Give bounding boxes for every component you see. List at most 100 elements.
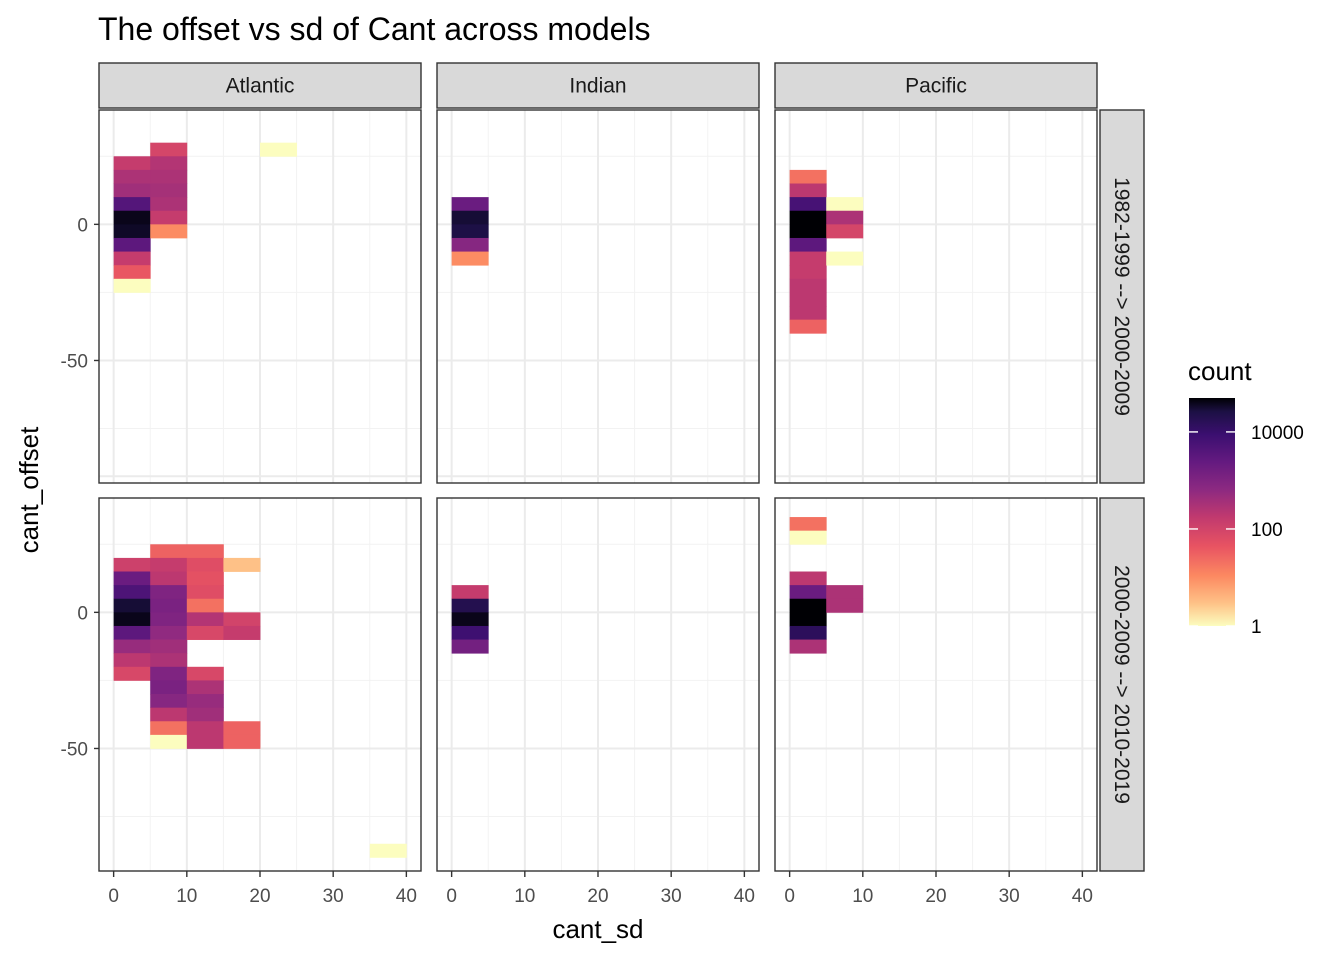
bins-atlantic-row-2 (113, 544, 407, 858)
heatmap-bin (451, 197, 489, 212)
x-tick-label: 10 (852, 886, 873, 907)
strip-indian (436, 62, 760, 109)
heatmap-bin (789, 598, 827, 613)
x-tick-label: 20 (249, 886, 270, 907)
row-strip-1 (1099, 109, 1145, 484)
heatmap-bin (789, 237, 827, 252)
heatmap-bin (789, 530, 827, 545)
heatmap-bin (826, 251, 864, 266)
heatmap-bin (150, 544, 188, 559)
panel-border (436, 109, 760, 484)
row-strip-2 (1099, 497, 1145, 872)
legend-title: count (1188, 356, 1252, 386)
heatmap-bin (789, 224, 827, 239)
heatmap-bin (113, 639, 151, 654)
panel-indian-row-2 (437, 475, 759, 871)
heatmap-bin (150, 156, 188, 171)
heatmap-bin (789, 625, 827, 640)
strip-label-indian: Indian (569, 75, 626, 98)
x-tick-label: 40 (396, 886, 417, 907)
heatmap-bin (451, 612, 489, 627)
y-tick-label: -50 (61, 739, 88, 760)
heatmap-bin (186, 598, 224, 613)
color-legend: count 1 100 10000 (1188, 356, 1304, 638)
strip-label-pacific: Pacific (905, 75, 967, 98)
heatmap-bin (789, 251, 827, 266)
heatmap-bin (451, 210, 489, 225)
heatmap-bin (451, 598, 489, 613)
heatmap-bin (186, 734, 224, 749)
x-tick-label: 10 (176, 886, 197, 907)
heatmap-bin (113, 625, 151, 640)
heatmap-bin (186, 721, 224, 736)
bins-pacific-row-1 (789, 169, 864, 334)
bins-pacific-row-2 (789, 517, 864, 654)
strip-atlantic (98, 62, 422, 109)
heatmap-bin (150, 571, 188, 586)
heatmap-bin (369, 843, 407, 858)
x-tick-label: 10 (514, 886, 535, 907)
panel-border (774, 109, 1098, 484)
heatmap-bin (789, 278, 827, 293)
strip-pacific (774, 62, 1098, 109)
heatmap-bin (150, 625, 188, 640)
heatmap-bin (150, 598, 188, 613)
x-tick-label: 20 (925, 886, 946, 907)
heatmap-bin (186, 694, 224, 709)
heatmap-bin (789, 639, 827, 654)
panel-pacific-row-1 (775, 87, 1097, 483)
heatmap-bin (150, 169, 188, 184)
strip-label-atlantic: Atlantic (226, 75, 295, 98)
heatmap-bin (150, 707, 188, 722)
heatmap-bin (826, 224, 864, 239)
heatmap-bin (150, 183, 188, 198)
heatmap-bin (451, 585, 489, 600)
heatmap-bin (150, 721, 188, 736)
heatmap-bin (150, 142, 188, 157)
x-tick-label: 0 (446, 886, 457, 907)
y-tick-label: -50 (61, 351, 88, 372)
panel-border (98, 109, 422, 484)
heatmap-bin (150, 612, 188, 627)
heatmap-bin (113, 156, 151, 171)
x-axis-title: cant_sd (552, 914, 643, 944)
facet-strips: Atlantic Indian Pacific 1982-1999 --> 2000-… (98, 62, 1145, 872)
heatmap-bin (186, 571, 224, 586)
x-tick-label: 30 (661, 886, 682, 907)
heatmap-bin (113, 224, 151, 239)
heatmap-bin (186, 625, 224, 640)
heatmap-bin (113, 557, 151, 572)
panel-pacific-row-2 (775, 475, 1097, 871)
y-tick-label: 0 (77, 603, 88, 624)
heatmap-bin (186, 612, 224, 627)
heatmap-bin (789, 169, 827, 184)
heatmap-bin (826, 210, 864, 225)
heatmap-bin (451, 251, 489, 266)
heatmap-bin (789, 571, 827, 586)
heatmap-bin (789, 210, 827, 225)
heatmap-bin (789, 612, 827, 627)
heatmap-bin (150, 585, 188, 600)
heatmap-bin (223, 625, 261, 640)
row-strip-label-1: 1982-1999 --> 2000-2009 (1110, 177, 1133, 416)
x-tick-label: 0 (108, 886, 119, 907)
heatmap-bin (186, 585, 224, 600)
heatmap-bin (186, 666, 224, 681)
x-tick-label: 30 (999, 886, 1020, 907)
x-axis: 0 10 20 30 40 0 10 20 30 40 0 10 20 30 40 (108, 871, 1093, 907)
heatmap-bin (223, 721, 261, 736)
y-axis-title: cant_offset (14, 426, 44, 554)
legend-break-label: 1 (1251, 617, 1262, 638)
heatmap-bin (150, 666, 188, 681)
heatmap-bin (789, 306, 827, 321)
heatmap-bin (113, 183, 151, 198)
heatmap-bin (451, 224, 489, 239)
heatmap-bin (113, 251, 151, 266)
x-tick-label: 40 (734, 886, 755, 907)
heatmap-bin (451, 237, 489, 252)
heatmap-bin (826, 585, 864, 600)
x-tick-label: 20 (587, 886, 608, 907)
heatmap-bin (186, 544, 224, 559)
legend-break-label: 10000 (1251, 423, 1304, 444)
